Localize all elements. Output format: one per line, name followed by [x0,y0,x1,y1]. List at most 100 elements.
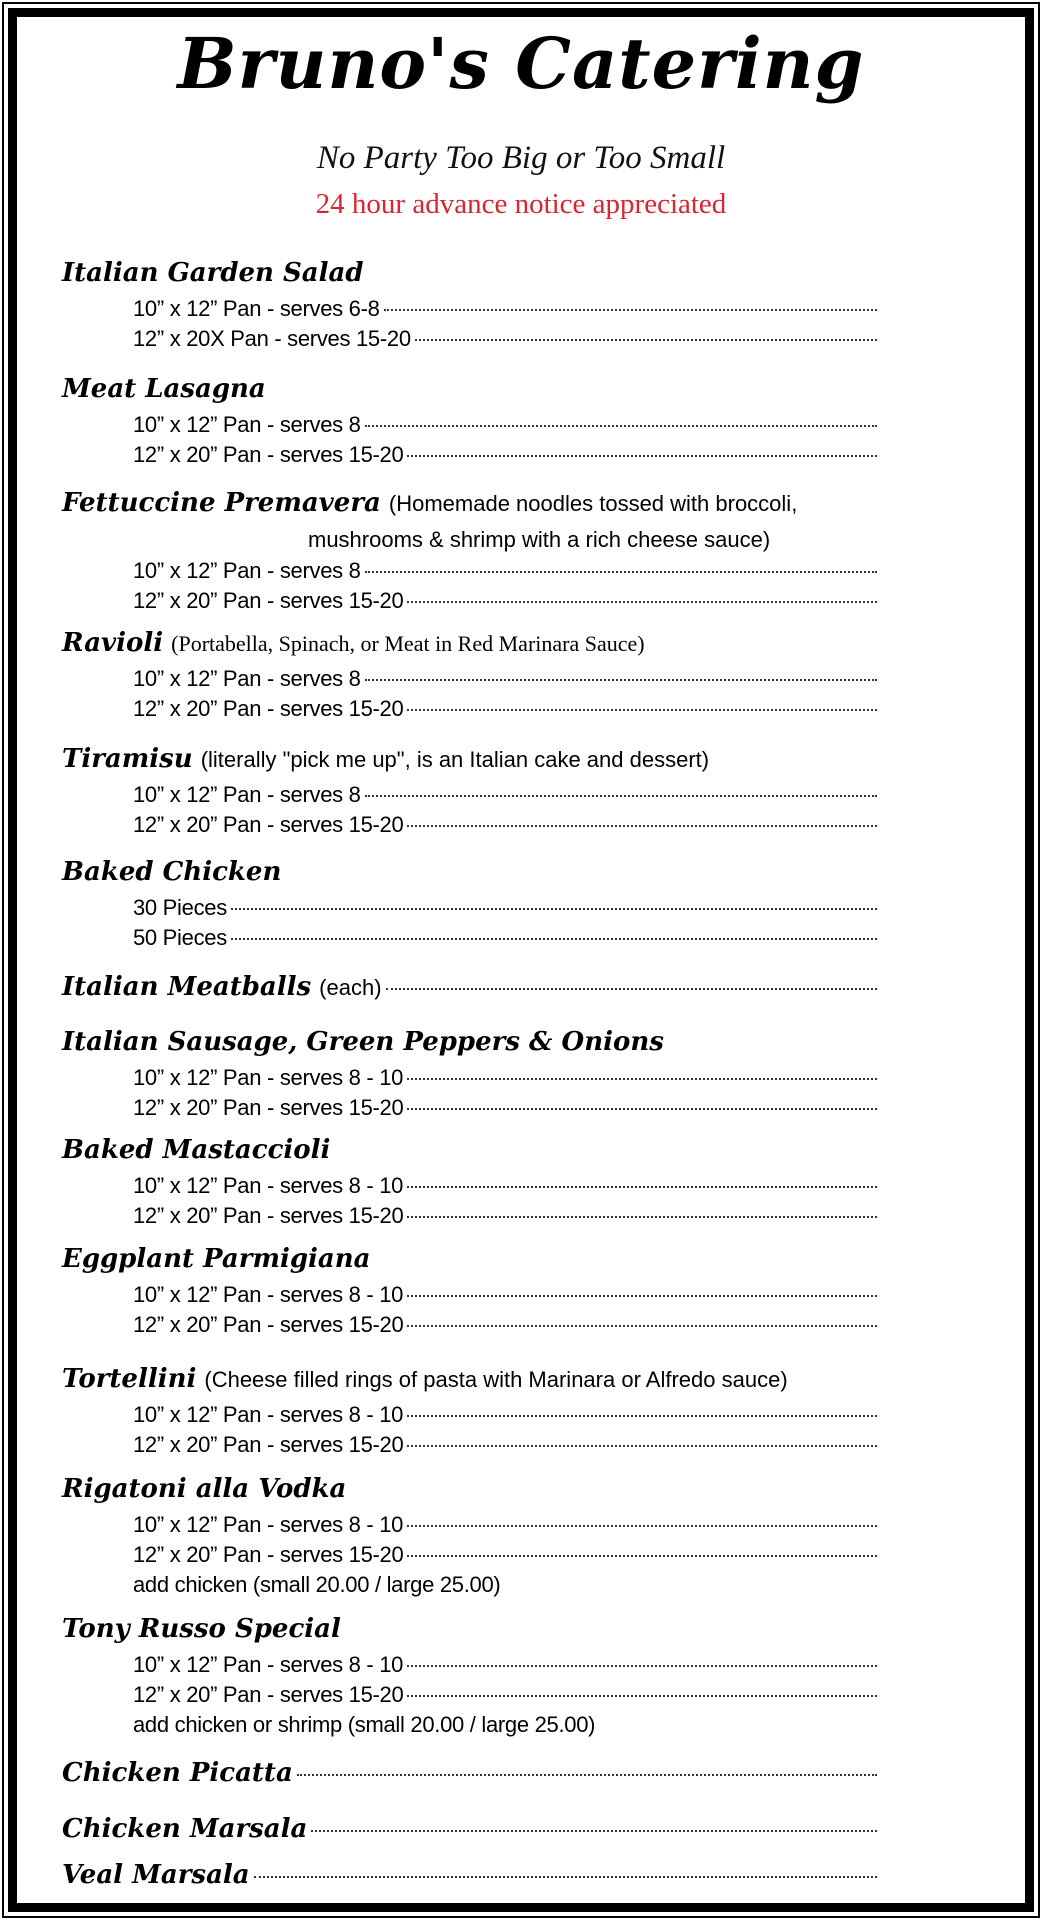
menu-section: Tiramisu (literally "pick me up", is an I… [62,744,877,840]
menu-section: Tony Russo Special 10” x 12” Pan - serves… [62,1614,877,1740]
menu-section: Rigatoni alla Vodka 10” x 12” Pan - serve… [62,1474,877,1600]
menu-item-row: 10” x 12” Pan - serves 8 [62,556,877,586]
menu-item-row: 30 Pieces [62,893,877,923]
dot-leader [407,1295,877,1297]
item-size-label: 10” x 12” Pan - serves 6-8 [133,296,380,321]
dot-leader [407,1695,877,1697]
item-size-label: 10” x 12” Pan - serves 8 - 10 [133,1282,404,1307]
section-description: (Cheese filled rings of pasta with Marin… [204,1367,788,1392]
add-on-text: add chicken or shrimp (small 20.00 / lar… [133,1712,596,1737]
dot-leader [407,709,877,711]
menu-item-row: 10” x 12” Pan - serves 8 [62,664,877,694]
section-name: Baked Chicken [62,857,282,887]
section-name: Veal Marsala [62,1860,250,1890]
item-size-label: 12” x 20” Pan - serves 15-20 [133,1095,404,1120]
dot-leader [407,1415,877,1417]
section-heading: Tony Russo Special [62,1614,877,1650]
section-description: (each) [319,975,382,1000]
section-description: (literally "pick me up", is an Italian c… [200,747,710,772]
menu-section: Tortellini (Cheese filled rings of pasta … [62,1364,877,1460]
section-heading: Chicken Marsala [62,1814,877,1850]
dot-leader [407,455,877,457]
menu-item-row: 12” x 20” Pan - serves 15-20 [62,1201,877,1231]
menu-section: Veal Marsala [62,1860,877,1896]
menu-item-row: 12” x 20X Pan - serves 15-20 [62,324,877,354]
menu-item-row: 10” x 12” Pan - serves 8 - 10 [62,1650,877,1680]
section-name: Tiramisu [62,744,193,774]
inner-border [8,8,1034,1912]
section-name: Italian Sausage, Green Peppers & Onions [62,1027,664,1057]
menu-item-row: 10” x 12” Pan - serves 8 - 10 [62,1063,877,1093]
dot-leader [311,1830,877,1832]
menu-item-row: 10” x 12” Pan - serves 8 - 10 [62,1280,877,1310]
menu-section: Italian Garden Salad 10” x 12” Pan - serv… [62,258,877,354]
dot-leader [407,1525,877,1527]
dot-leader [407,1078,877,1080]
menu-item-row: 10” x 12” Pan - serves 8 - 10 [62,1171,877,1201]
section-description-continued: mushrooms & shrimp with a rich cheese sa… [308,527,771,552]
item-size-label: 10” x 12” Pan - serves 8 - 10 [133,1173,404,1198]
section-heading: Baked Mastaccioli [62,1135,877,1171]
section-name: Meat Lasagna [62,374,266,404]
dot-leader [364,571,877,573]
section-name: Tony Russo Special [62,1614,341,1644]
section-heading: Ravioli (Portabella, Spinach, or Meat in … [62,628,877,664]
menu-section: Ravioli (Portabella, Spinach, or Meat in … [62,628,877,724]
item-size-label: 12” x 20X Pan - serves 15-20 [133,326,411,351]
dot-leader [407,1325,877,1327]
menu-subtitle: No Party Too Big or Too Small [316,140,726,176]
dot-leader [296,1774,877,1776]
dot-leader [253,1876,877,1878]
dot-leader [407,1108,877,1110]
section-name: Tortellini [62,1364,197,1394]
menu-item-row: 12” x 20” Pan - serves 15-20 [62,586,877,616]
item-size-label: 12” x 20” Pan - serves 15-20 [133,1542,404,1567]
section-heading: Fettuccine Premavera (Homemade noodles to… [62,488,877,524]
dot-leader [407,1555,877,1557]
menu-section: Baked Mastaccioli 10” x 12” Pan - serves … [62,1135,877,1231]
section-heading: Italian Garden Salad [62,258,877,294]
dot-leader [407,825,877,827]
section-name: Fettuccine Premavera [62,488,381,518]
menu-section: Baked Chicken 30 Pieces 50 Pieces [62,857,877,953]
menu-item-row: 12” x 20” Pan - serves 15-20 [62,694,877,724]
section-name: Italian Garden Salad [62,258,364,288]
menu-section: Chicken Marsala [62,1814,877,1850]
menu-item-row: 12” x 20” Pan - serves 15-20 [62,1093,877,1123]
menu-item-row: 12” x 20” Pan - serves 15-20 [62,1680,877,1710]
item-size-label: 12” x 20” Pan - serves 15-20 [133,1682,404,1707]
dot-leader [364,795,877,797]
menu-section: Italian Sausage, Green Peppers & Onions 1… [62,1027,877,1123]
menu-item-row: 10” x 12” Pan - serves 8 [62,780,877,810]
dot-leader [407,1445,877,1447]
dot-leader [385,988,877,990]
section-heading: Chicken Picatta [62,1758,877,1794]
section-name: Chicken Marsala [62,1814,308,1844]
menu-title: Bruno's Catering [177,22,865,105]
section-heading: Veal Marsala [62,1860,877,1896]
section-name: Chicken Picatta [62,1758,293,1788]
section-heading: Eggplant Parmigiana [62,1244,877,1280]
dot-leader [230,908,877,910]
menu-section: Chicken Picatta [62,1758,877,1794]
item-size-label: 30 Pieces [133,895,227,920]
menu-item-row: 12” x 20” Pan - serves 15-20 [62,810,877,840]
section-heading: Baked Chicken [62,857,877,893]
section-heading: Italian Sausage, Green Peppers & Onions [62,1027,877,1063]
section-heading: Tortellini (Cheese filled rings of pasta … [62,1364,877,1400]
menu-item-row: 10” x 12” Pan - serves 6-8 [62,294,877,324]
menu-item-row: 12” x 20” Pan - serves 15-20 [62,1310,877,1340]
dot-leader [383,309,877,311]
dot-leader [407,601,877,603]
item-size-label: 10” x 12” Pan - serves 8 [133,412,361,437]
menu-item-row: 10” x 12” Pan - serves 8 - 10 [62,1510,877,1540]
menu-section: Meat Lasagna 10” x 12” Pan - serves 8 12” … [62,374,877,470]
section-name: Baked Mastaccioli [62,1135,331,1165]
dot-leader [230,938,877,940]
add-on-note: add chicken or shrimp (small 20.00 / lar… [62,1710,877,1740]
menu-item-row: 50 Pieces [62,923,877,953]
section-description: (Homemade noodles tossed with broccoli, [388,491,798,516]
menu-item-row: 12” x 20” Pan - serves 15-20 [62,440,877,470]
